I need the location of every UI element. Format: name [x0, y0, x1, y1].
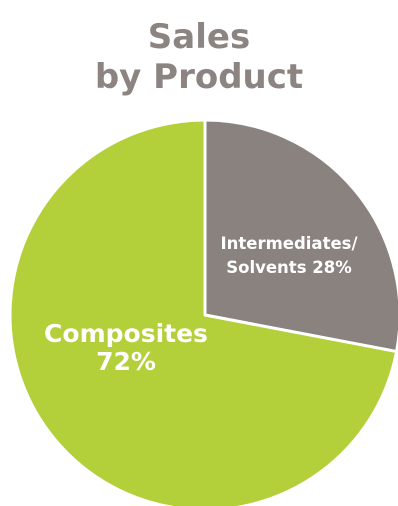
slice-label-composites-line-1: Composites [44, 319, 208, 348]
chart-title-line-2: by Product [95, 57, 303, 97]
slice-label-intermediates-line-1: Intermediates/ [220, 234, 358, 253]
slice-label-composites-line-2: 72% [96, 347, 156, 376]
pie-slices [8, 118, 398, 506]
slice-label-intermediates-line-2: Solvents 28% [226, 258, 352, 277]
chart-title-line-1: Sales [148, 17, 250, 57]
pie-slice-intermediates-solvents [203, 118, 398, 354]
pie-slice-composites [8, 118, 398, 506]
